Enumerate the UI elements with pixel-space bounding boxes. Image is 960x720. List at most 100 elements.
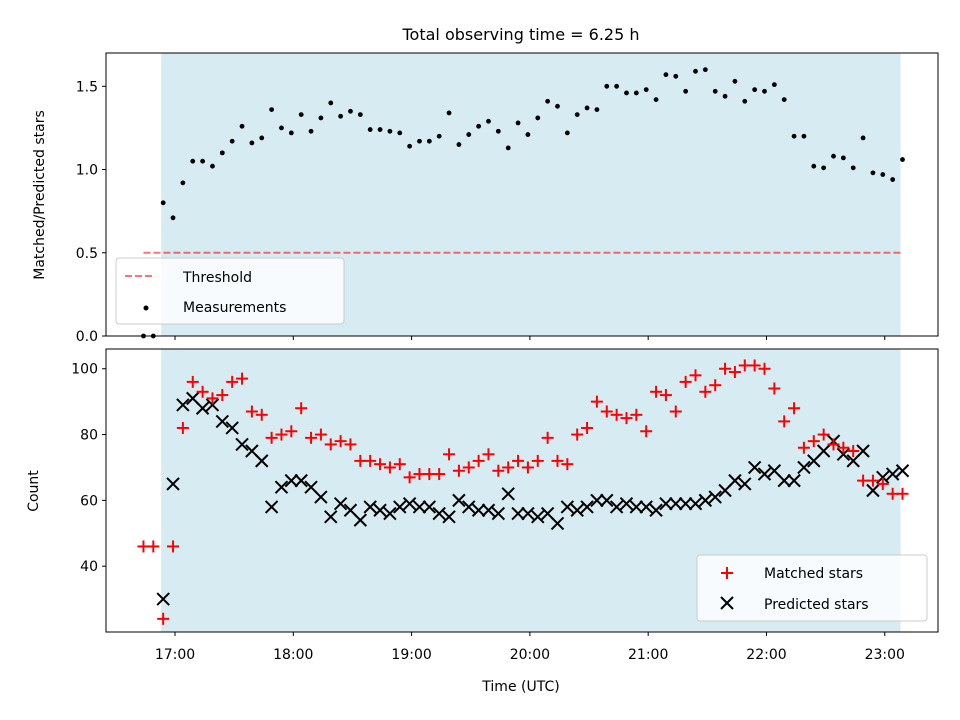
predicted-star-marker: [235, 437, 249, 452]
measurement-point: [821, 165, 827, 171]
measurement-point: [633, 90, 639, 96]
measurement-point: [614, 83, 620, 89]
matched-star-marker: [699, 385, 712, 398]
matched-star-marker: [778, 415, 791, 428]
matched-star-marker: [788, 402, 801, 415]
measurement-point: [900, 157, 905, 162]
matched-star-marker: [512, 454, 525, 467]
measurement-point: [417, 138, 422, 144]
measurement-point: [880, 172, 886, 177]
matched-star-marker: [433, 468, 446, 481]
measurement-point: [791, 133, 797, 139]
matched-star-marker: [196, 385, 209, 398]
measurement-point: [840, 155, 846, 161]
measurement-point: [762, 88, 767, 94]
measurement-point: [348, 108, 353, 114]
matched-star-marker: [364, 454, 377, 467]
measurement-point: [367, 127, 373, 132]
measurement-point: [663, 72, 669, 78]
matched-star-marker: [147, 540, 160, 553]
matched-star-marker: [709, 379, 722, 392]
predicted-star-marker: [373, 503, 387, 517]
predicted-star-marker: [659, 496, 673, 511]
bottom-y-axis-ticks: 40 60 80 100: [71, 362, 106, 575]
predicted-star-marker: [738, 477, 752, 491]
measurement-point: [308, 128, 314, 134]
measurement-point: [771, 82, 777, 88]
top-x-axis-ticks: [174, 336, 886, 340]
measurement-points: [141, 67, 905, 339]
predicted-star-marker: [856, 444, 870, 458]
measurement-point: [683, 88, 689, 94]
predicted-star-marker: [402, 496, 417, 511]
predicted-star-marker: [333, 496, 348, 511]
top-y-axis-ticks: 0.0 0.5 1.0 1.5: [76, 79, 106, 345]
predicted-star-marker: [866, 483, 880, 498]
bottom-x-axis-ticks: 17:00 18:00 19:00 20:00 21:00 22:00 23:00: [155, 632, 905, 663]
predicted-star-marker: [521, 506, 535, 521]
top-panel: 0.0 0.5 1.0 1.5 Matched/Predicted stars Thr…: [32, 52, 939, 345]
predicted-star-marker: [363, 500, 377, 514]
matched-star-marker: [531, 454, 544, 467]
matched-star-marker: [305, 431, 318, 444]
matched-star-marker: [551, 454, 564, 467]
matched-star-marker: [492, 464, 505, 477]
predicted-star-marker: [728, 473, 742, 488]
predicted-star-marker: [531, 510, 545, 524]
predicted-star-marker: [471, 503, 486, 517]
legend-matched-label: Matched stars: [764, 566, 863, 582]
predicted-star-marker: [570, 503, 584, 517]
predicted-star-marker: [639, 500, 653, 514]
matched-star-marker: [866, 474, 879, 487]
measurement-point: [495, 128, 501, 134]
x-tick-label: 21:00: [628, 647, 668, 663]
measurement-point: [436, 133, 442, 139]
y-tick-label: 1.5: [76, 79, 98, 95]
measurement-point: [811, 163, 817, 169]
measurement-point: [259, 135, 265, 141]
measurement-point: [446, 110, 452, 116]
matched-star-marker: [236, 372, 249, 385]
measurement-point: [801, 133, 807, 139]
measurement-point: [535, 115, 541, 121]
measurement-point: [594, 107, 600, 112]
measurement-point: [397, 130, 403, 136]
measurement-point: [229, 138, 235, 144]
matched-star-marker: [590, 395, 603, 408]
matched-star-marker: [383, 461, 396, 474]
predicted-star-marker: [669, 496, 683, 511]
matched-star-marker: [334, 435, 347, 448]
predicted-star-marker: [432, 506, 446, 521]
measurement-point: [525, 132, 531, 137]
matched-star-marker: [176, 421, 189, 434]
measurement-point: [387, 128, 393, 134]
measurement-point: [160, 200, 166, 206]
bottom-axes-frame: [105, 348, 939, 633]
measurement-point: [722, 93, 728, 99]
matched-star-marker: [344, 438, 357, 451]
matched-star-marker: [521, 461, 534, 474]
predicted-star-marker: [314, 490, 328, 504]
measurement-point: [239, 123, 245, 129]
x-tick-label: 22:00: [746, 647, 786, 663]
matched-star-marker: [610, 408, 623, 421]
measurement-point: [219, 150, 225, 156]
predicted-star-marker: [580, 500, 594, 514]
y-tick-label: 40: [80, 559, 98, 575]
measurement-point: [831, 153, 836, 159]
matched-star-marker: [650, 385, 663, 398]
matched-star-marker: [452, 464, 465, 477]
matched-star-marker: [797, 441, 810, 454]
matched-star-marker: [216, 389, 229, 402]
measurement-point: [328, 100, 334, 106]
top-legend: Threshold Measurements: [115, 257, 345, 325]
matched-star-marker: [314, 428, 327, 441]
predicted-star-marker: [422, 500, 437, 514]
x-tick-label: 18:00: [273, 647, 313, 663]
measurement-point: [545, 98, 551, 104]
predicted-star-marker: [609, 500, 624, 514]
x-axis-label: Time (UTC): [481, 679, 559, 695]
measurement-point: [643, 87, 649, 93]
top-axes-frame: [105, 52, 939, 337]
predicted-star-marker: [511, 506, 525, 521]
